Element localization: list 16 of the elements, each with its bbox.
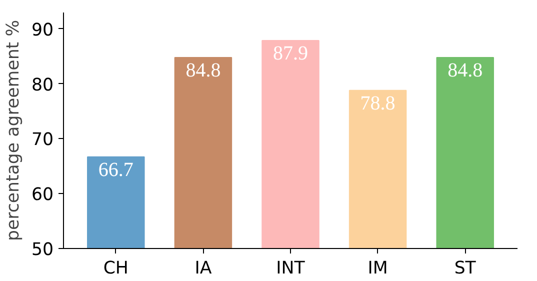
data-label: 84.8 [448, 60, 483, 82]
x-tick-label: IM [368, 258, 388, 278]
data-label: 78.8 [360, 92, 396, 114]
y-tick-label: 50 [31, 240, 54, 260]
x-tick-label: CH [103, 258, 128, 278]
y-tick-label: 80 [31, 75, 54, 96]
x-tick-label: ST [454, 258, 476, 278]
y-tick-label: 70 [31, 130, 54, 150]
data-label: 66.7 [98, 158, 134, 181]
y-tick-label: 90 [31, 20, 54, 40]
x-tick-label: IA [194, 258, 212, 278]
x-tick-label: INT [276, 258, 306, 278]
y-axis-title: percentage agreement % [3, 20, 24, 242]
data-label: 84.8 [186, 60, 221, 82]
data-label: 87.9 [273, 42, 308, 64]
y-tick-label: 60 [31, 185, 54, 206]
